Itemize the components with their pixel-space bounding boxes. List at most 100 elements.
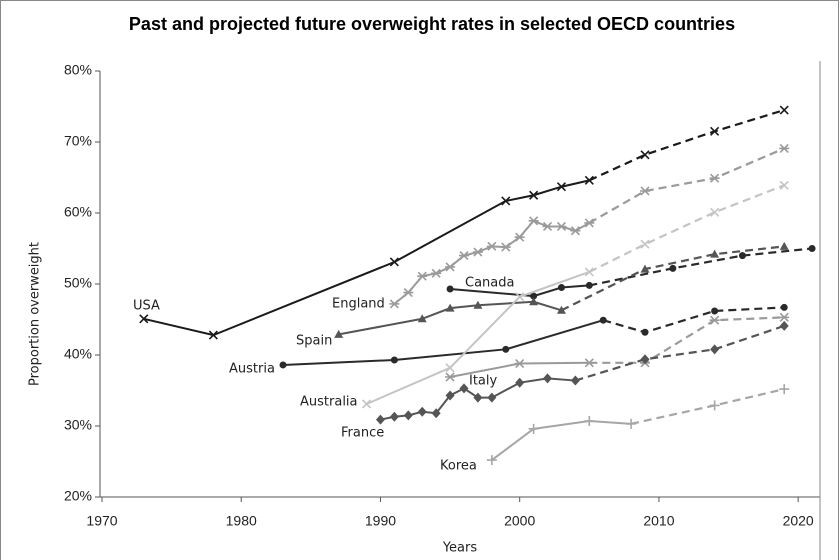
projection-line: [589, 316, 785, 364]
series-label: England: [332, 297, 385, 312]
projection-line: [589, 247, 813, 287]
point: [779, 320, 789, 331]
point: [487, 392, 497, 403]
x-tick-label: 1990: [365, 513, 396, 529]
point: [584, 416, 595, 427]
projection-line: [630, 388, 785, 425]
point: [445, 390, 455, 401]
point: [208, 330, 218, 340]
point: [417, 314, 427, 323]
point: [556, 182, 567, 192]
point: [542, 221, 553, 232]
series-label: Austria: [229, 362, 275, 377]
point: [709, 315, 720, 325]
x-tick-label: 2020: [783, 513, 814, 529]
point: [528, 216, 539, 226]
series-label: Australia: [300, 395, 358, 410]
point: [584, 218, 595, 228]
line: [338, 300, 562, 336]
point: [641, 328, 649, 336]
point: [556, 305, 566, 314]
point: [779, 143, 790, 153]
point: [779, 241, 789, 250]
point: [529, 297, 539, 306]
point: [779, 105, 789, 115]
projection-line: [575, 324, 785, 382]
series-label: Korea: [440, 459, 477, 474]
point: [417, 406, 427, 417]
line: [366, 270, 590, 405]
y-tick-label: 80%: [64, 62, 92, 78]
y-tick-label: 60%: [64, 204, 92, 220]
series-label: Italy: [469, 374, 498, 389]
point: [473, 392, 483, 403]
point: [389, 299, 400, 309]
point: [446, 285, 454, 293]
point: [502, 345, 510, 353]
x-axis-label: Years: [442, 541, 478, 556]
point: [808, 245, 816, 252]
projection-line: [588, 108, 785, 182]
point: [585, 281, 593, 289]
point: [389, 257, 399, 267]
point: [501, 196, 511, 206]
series-label: Canada: [465, 276, 514, 291]
point: [486, 241, 497, 251]
point: [279, 361, 287, 369]
point: [640, 239, 650, 249]
point: [500, 242, 511, 252]
point: [710, 207, 720, 217]
projection-line: [588, 147, 785, 224]
point: [543, 373, 553, 384]
point: [528, 423, 539, 434]
point: [515, 377, 525, 388]
y-tick-label: 50%: [64, 275, 92, 291]
x-tick-label: 2010: [643, 513, 674, 529]
point: [431, 408, 441, 419]
point: [390, 356, 398, 364]
point: [584, 267, 594, 277]
point: [403, 287, 414, 298]
point: [361, 399, 372, 409]
projection-line: [602, 306, 785, 334]
point: [640, 186, 650, 196]
point: [599, 316, 607, 324]
y-tick-label: 20%: [64, 488, 92, 504]
point: [640, 150, 650, 160]
line: [449, 284, 590, 298]
point: [445, 372, 456, 382]
point: [780, 303, 788, 311]
line: [282, 319, 604, 366]
line: [143, 179, 590, 337]
y-tick-label: 70%: [64, 133, 92, 149]
point: [709, 400, 720, 411]
point: [711, 307, 719, 315]
point: [709, 173, 720, 183]
chart-title: Past and projected future overweight rat…: [129, 14, 735, 34]
x-tick-label: 2000: [504, 513, 535, 529]
point: [403, 410, 413, 421]
point: [431, 268, 442, 278]
point: [389, 411, 399, 422]
point: [417, 271, 428, 281]
point: [445, 303, 455, 312]
point: [514, 232, 525, 242]
point: [445, 262, 456, 272]
point: [710, 126, 720, 136]
point: [710, 249, 720, 258]
y-tick-label: 40%: [64, 346, 92, 362]
point: [779, 312, 790, 322]
point: [445, 363, 455, 373]
point: [584, 175, 594, 185]
point: [557, 284, 565, 292]
point: [472, 247, 483, 257]
point: [515, 292, 525, 302]
y-tick-label: 30%: [64, 417, 92, 433]
series-label: Spain: [296, 334, 332, 349]
point: [375, 414, 385, 425]
line: [393, 219, 590, 305]
point: [570, 226, 581, 236]
point: [514, 358, 525, 369]
